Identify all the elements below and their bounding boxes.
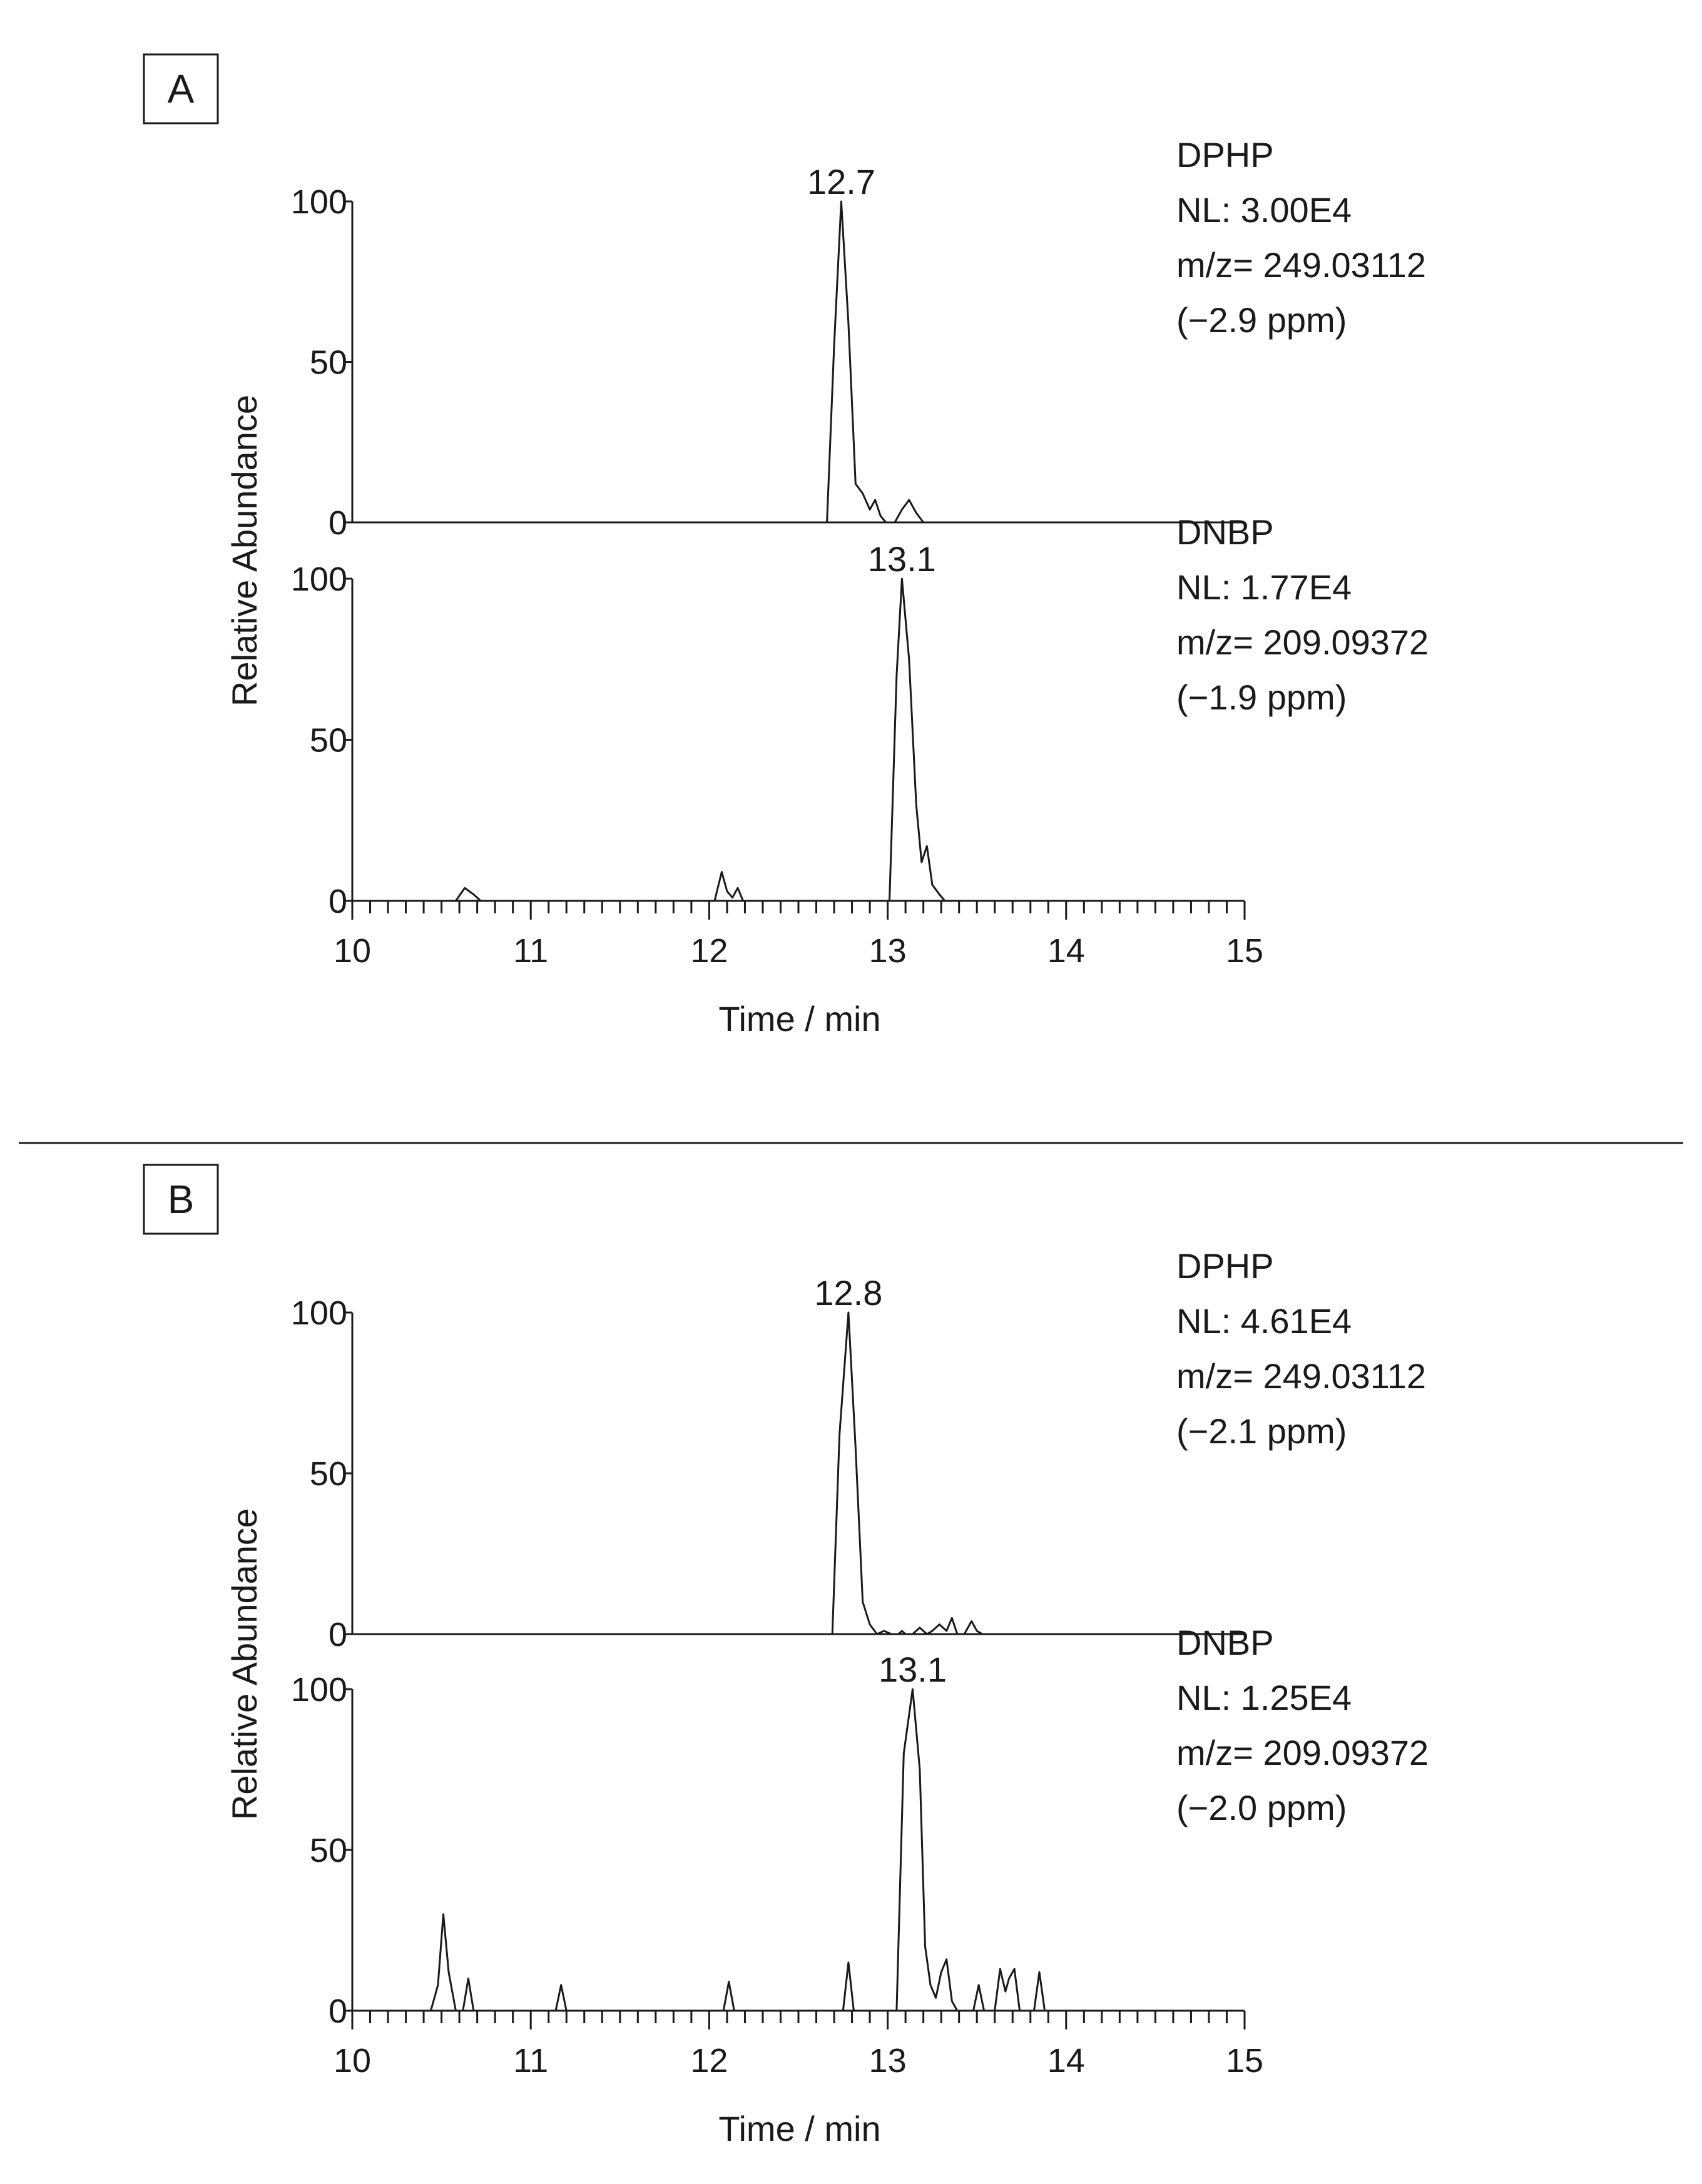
nl-label: NL: 4.61E4 [1176,1301,1352,1341]
panel-letter-box [143,1164,219,1235]
x-tick-label: 12 [690,2042,728,2080]
y-tick-label: 0 [329,504,347,542]
peak-label: 12.8 [814,1273,882,1313]
trace-line [352,1688,1245,2012]
trace-line [352,1311,1245,1635]
mz-label: m/z= 209.09372 [1176,1733,1429,1772]
panel-letter-box [143,53,219,124]
mz-label: m/z= 249.03112 [1176,1356,1426,1396]
y-tick-label: 50 [310,1832,347,1869]
x-tick-label: 14 [1047,932,1085,970]
trace-dnbp-b: 100 50 0 13.1 DNBP NL: 1.25E4 m/z= 209.09372 (−… [291,1623,1429,2030]
y-tick-label: 100 [291,1294,347,1332]
x-tick-label: 12 [690,932,728,970]
x-tick-label: 13 [869,2042,907,2080]
peak-label: 13.1 [879,1650,947,1689]
trace-line [352,577,1245,902]
ppm-label: (−1.9 ppm) [1176,678,1347,717]
compound-label: DNBP [1176,1623,1274,1662]
nl-label: NL: 1.77E4 [1176,567,1352,607]
y-tick-label: 50 [310,1455,347,1493]
x-tick-label: 11 [513,932,548,970]
ppm-label: (−2.0 ppm) [1176,1788,1347,1827]
x-tick-label: 13 [869,932,907,970]
trace-dnbp-a: 100 50 0 13.1 DNBP NL: 1.77E4 m/z= 209.09372 (−… [291,512,1429,920]
panel-letter: B [168,1177,195,1222]
y-axis-title: Relative Abundance [225,1508,264,1820]
y-tick-label: 50 [310,722,347,759]
y-tick-label: 0 [329,1993,347,2030]
ppm-label: (−2.9 ppm) [1176,300,1347,340]
x-tick-label: 10 [334,2042,371,2080]
x-axis-title: Time / min [718,2109,880,2148]
x-tick-label: 10 [334,932,371,970]
x-tick-label: 15 [1226,932,1263,970]
peak-label: 13.1 [868,539,936,579]
compound-label: DNBP [1176,512,1274,552]
x-tick-label: 15 [1226,2042,1263,2080]
nl-label: NL: 1.25E4 [1176,1678,1352,1717]
y-axis-title: Relative Abundance [225,395,264,706]
y-tick-label: 100 [291,183,347,221]
y-tick-label: 50 [310,344,347,382]
ppm-label: (−2.1 ppm) [1176,1411,1347,1451]
mz-label: m/z= 249.03112 [1176,245,1426,285]
panel-letter: A [168,66,195,111]
nl-label: NL: 3.00E4 [1176,190,1352,230]
y-tick-label: 0 [329,1616,347,1653]
mz-label: m/z= 209.09372 [1176,622,1429,662]
x-axis-title: Time / min [718,999,880,1039]
trace-line [352,200,1245,524]
trace-dphp-a: 100 50 0 12.7 DPHP NL: 3.00E4 m/z= 249.03112 (−… [291,135,1426,542]
peak-label: 12.7 [807,162,875,201]
x-tick-label: 11 [513,2042,548,2080]
x-tick-label: 14 [1047,2042,1085,2080]
y-tick-label: 100 [291,1671,347,1709]
y-tick-label: 0 [329,883,347,920]
compound-label: DPHP [1176,135,1274,175]
compound-label: DPHP [1176,1246,1274,1286]
trace-dphp-b: 100 50 0 12.8 DPHP NL: 4.61E4 m/z= 249.03112 (−… [291,1246,1426,1653]
y-tick-label: 100 [291,561,347,598]
